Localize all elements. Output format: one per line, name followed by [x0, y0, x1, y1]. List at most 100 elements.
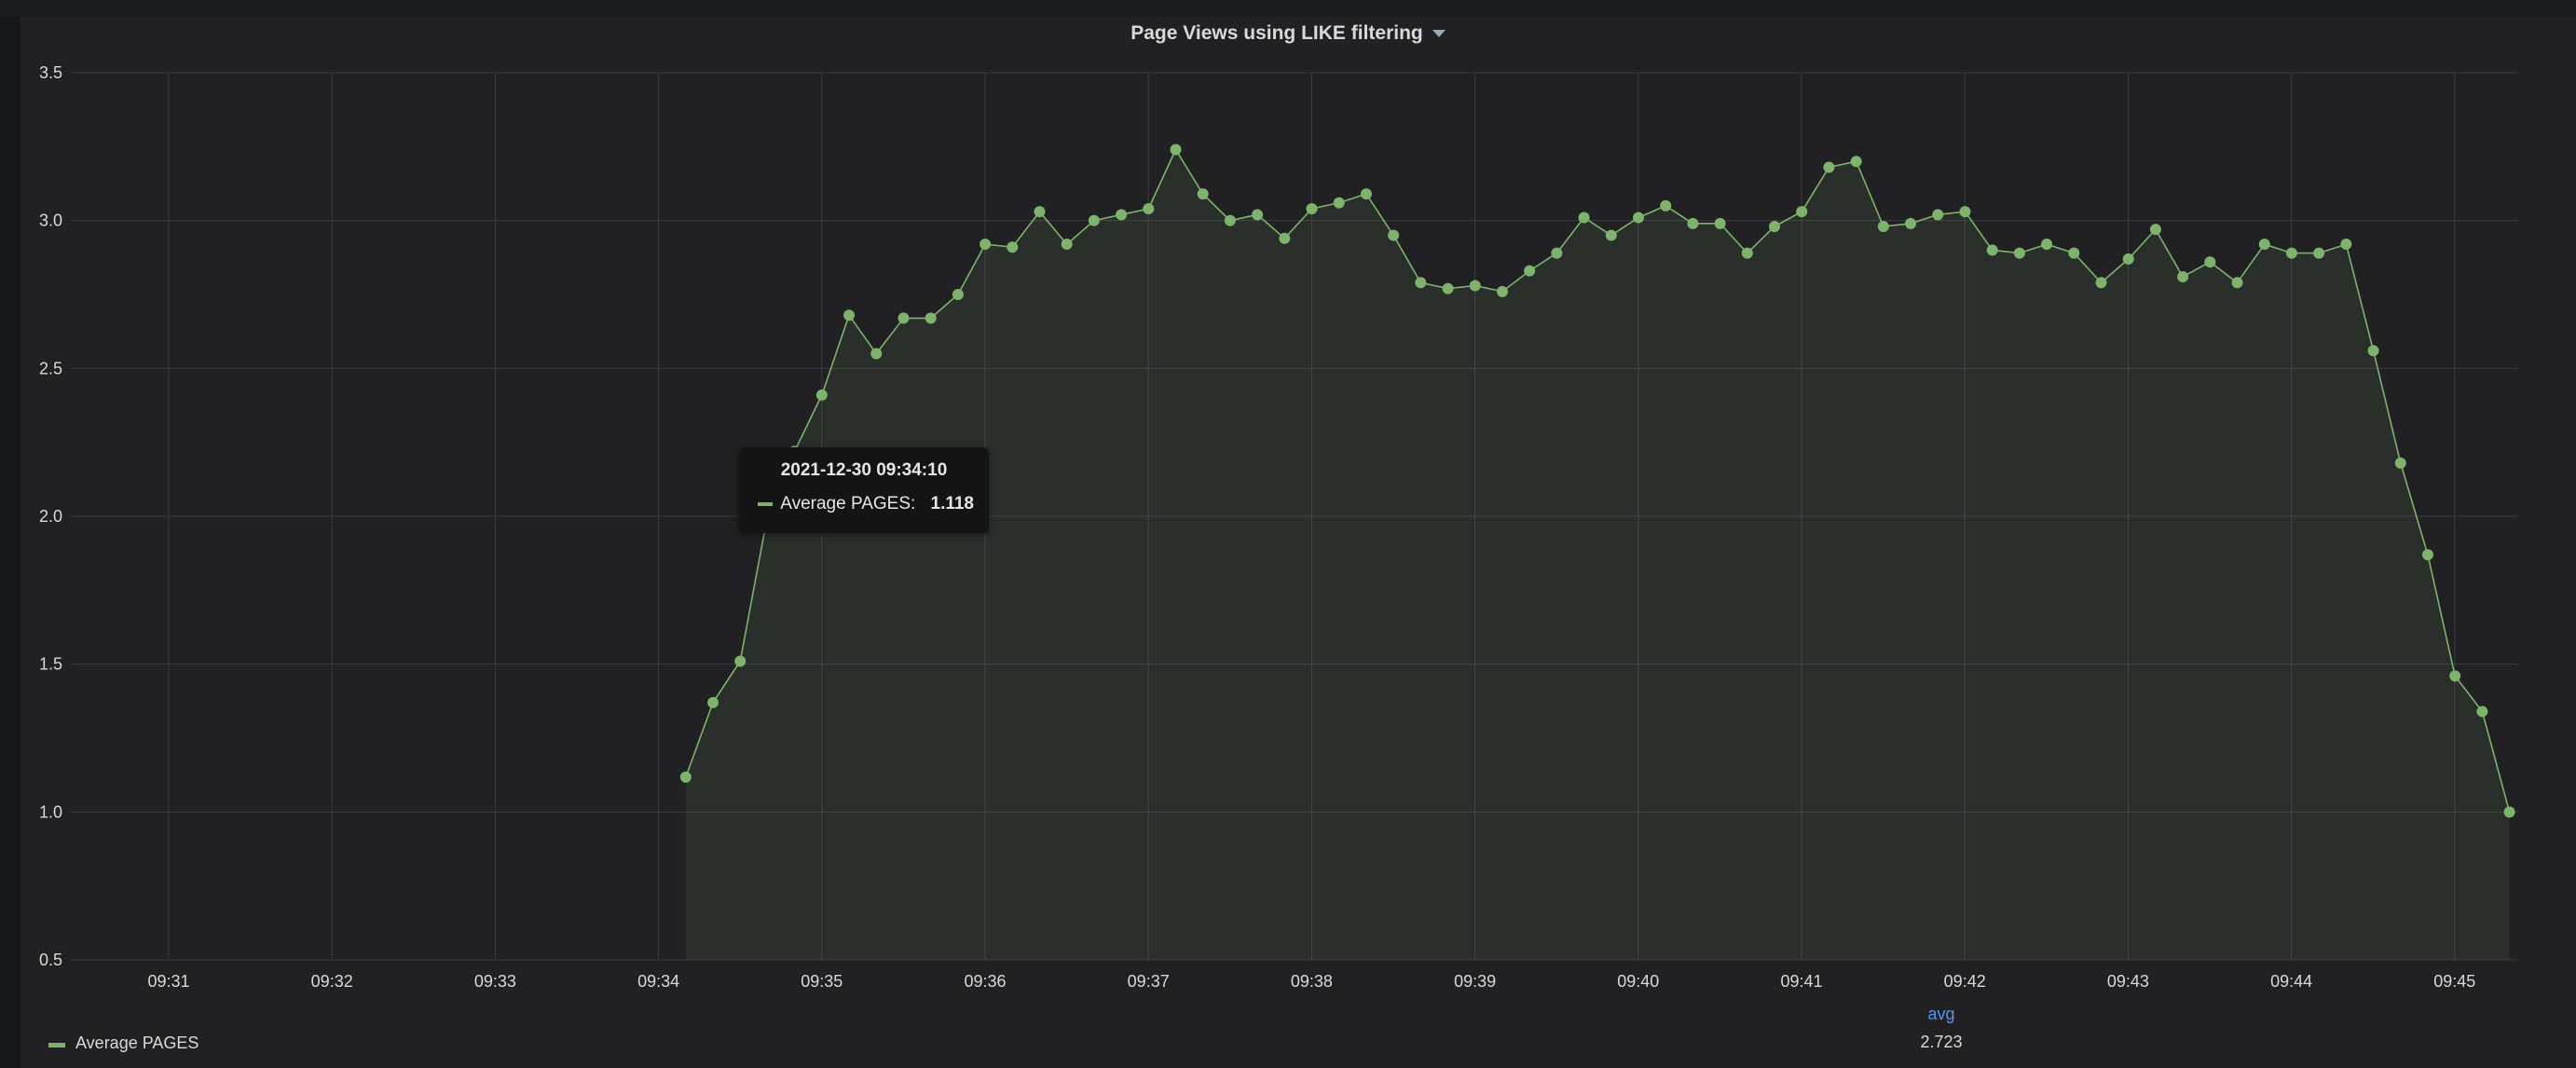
data-point[interactable]	[1007, 241, 1019, 253]
data-point[interactable]	[2095, 277, 2107, 289]
data-point[interactable]	[897, 312, 910, 324]
data-point[interactable]	[1905, 217, 1917, 229]
data-point[interactable]	[1660, 199, 1672, 212]
data-point[interactable]	[1687, 217, 1699, 229]
tooltip-value: 1.118	[930, 494, 975, 513]
data-point[interactable]	[1116, 209, 1128, 221]
x-tick-label: 09:39	[1454, 972, 1496, 991]
data-point[interactable]	[734, 655, 747, 667]
data-point[interactable]	[843, 309, 856, 322]
data-point[interactable]	[1388, 229, 1400, 241]
data-point[interactable]	[1932, 209, 1944, 221]
data-point[interactable]	[2122, 253, 2134, 265]
data-point[interactable]	[1496, 285, 1508, 297]
data-point[interactable]	[2367, 345, 2379, 357]
data-point[interactable]	[1197, 188, 1209, 200]
data-point[interactable]	[2258, 239, 2270, 251]
x-tick-label: 09:35	[801, 972, 843, 991]
data-point[interactable]	[815, 389, 828, 401]
x-tick-label: 09:33	[474, 972, 516, 991]
data-point[interactable]	[1143, 202, 1155, 214]
y-tick-label: 3.0	[39, 212, 62, 230]
data-point[interactable]	[1850, 156, 1862, 168]
data-point[interactable]	[952, 289, 964, 300]
data-point[interactable]	[1034, 206, 1046, 218]
data-point[interactable]	[1279, 232, 1291, 244]
data-point[interactable]	[1360, 188, 1372, 200]
data-point[interactable]	[2476, 705, 2488, 718]
data-point[interactable]	[1823, 161, 1835, 173]
data-point[interactable]	[1959, 206, 1971, 218]
data-point[interactable]	[2394, 457, 2406, 469]
x-tick-label: 09:38	[1291, 972, 1333, 991]
data-point[interactable]	[2285, 247, 2297, 259]
data-point[interactable]	[2149, 224, 2161, 236]
legend-avg-value: 2.723	[1920, 1033, 1963, 1051]
data-point[interactable]	[1633, 212, 1645, 224]
x-tick-label: 09:43	[2107, 972, 2149, 991]
x-tick-label: 09:34	[637, 972, 679, 991]
series-area	[685, 149, 2510, 960]
tooltip-series-label: Average PAGES:	[780, 494, 916, 513]
data-point[interactable]	[1551, 247, 1563, 259]
data-point[interactable]	[870, 348, 883, 360]
data-point[interactable]	[1578, 212, 1590, 224]
data-point[interactable]	[2503, 806, 2515, 818]
data-point[interactable]	[2449, 670, 2461, 682]
data-point[interactable]	[1714, 217, 1726, 229]
y-tick-label: 1.5	[39, 655, 62, 674]
data-point[interactable]	[1605, 229, 1617, 241]
data-point[interactable]	[1415, 277, 1427, 289]
data-point[interactable]	[2177, 270, 2189, 282]
data-point[interactable]	[2340, 239, 2352, 251]
data-point[interactable]	[2421, 549, 2433, 561]
y-tick-label: 2.0	[39, 507, 62, 526]
data-point[interactable]	[2068, 247, 2080, 259]
y-tick-label: 3.5	[39, 63, 62, 82]
data-point[interactable]	[1333, 197, 1345, 209]
data-point[interactable]	[1252, 209, 1264, 221]
data-point[interactable]	[1224, 214, 1236, 226]
x-tick-label: 09:31	[147, 972, 189, 991]
y-tick-label: 0.5	[39, 951, 62, 969]
data-point[interactable]	[1306, 202, 1318, 214]
legend-series-label[interactable]: Average PAGES	[75, 1034, 199, 1052]
chevron-down-icon[interactable]	[1432, 30, 1446, 38]
data-point[interactable]	[2041, 239, 2053, 251]
data-point[interactable]	[1061, 239, 1073, 251]
data-point[interactable]	[707, 696, 719, 708]
data-point[interactable]	[1986, 244, 1998, 256]
chart-points	[679, 144, 2515, 818]
data-point[interactable]	[925, 312, 937, 324]
panel-title-text[interactable]: Page Views using LIKE filtering	[1130, 22, 1423, 44]
data-point[interactable]	[2313, 247, 2325, 259]
data-point[interactable]	[1769, 221, 1781, 233]
y-tick-label: 1.0	[39, 802, 62, 821]
chart-area-fill	[685, 149, 2510, 960]
tooltip-row: Average PAGES: 1.118	[758, 494, 974, 514]
panel-title[interactable]: Page Views using LIKE filtering	[0, 22, 2576, 45]
data-point[interactable]	[1469, 280, 1481, 292]
x-tick-label: 09:41	[1780, 972, 1822, 991]
y-axis: 0.5 1.0 1.5 2.0 2.5 3.0 3.5	[39, 63, 62, 969]
x-axis: 09:31 09:32 09:33 09:34 09:35 09:36 09:37 09:38…	[147, 972, 2475, 991]
x-tick-label: 09:44	[2270, 972, 2312, 991]
tooltip-time: 2021-12-30 09:34:10	[780, 460, 948, 480]
data-point[interactable]	[1088, 214, 1100, 226]
data-point[interactable]	[1170, 144, 1182, 156]
data-point[interactable]	[2204, 256, 2216, 268]
data-point[interactable]	[1796, 206, 1808, 218]
data-point[interactable]	[1442, 282, 1454, 294]
x-tick-label: 09:37	[1128, 972, 1170, 991]
legend-series-swatch[interactable]	[48, 1043, 65, 1047]
data-point[interactable]	[1877, 221, 1889, 233]
data-point[interactable]	[1524, 265, 1536, 277]
data-point[interactable]	[980, 239, 992, 251]
legend-avg-header[interactable]: avg	[1927, 1005, 1955, 1023]
data-point[interactable]	[2231, 277, 2243, 289]
x-tick-label: 09:36	[964, 972, 1006, 991]
data-point[interactable]	[1741, 247, 1753, 259]
data-point[interactable]	[2013, 247, 2025, 259]
data-point[interactable]	[679, 771, 692, 783]
